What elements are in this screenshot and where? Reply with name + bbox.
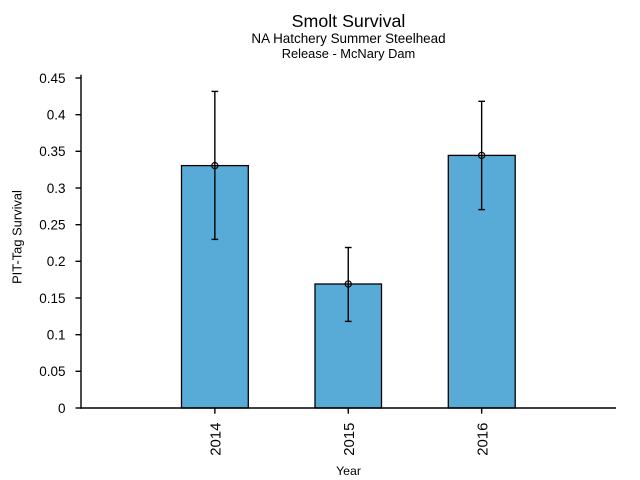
svg-text:Smolt Survival: Smolt Survival <box>292 11 406 31</box>
svg-text:0.45: 0.45 <box>39 71 65 86</box>
svg-text:0.15: 0.15 <box>39 291 65 306</box>
svg-text:0.1: 0.1 <box>47 328 66 343</box>
svg-text:0: 0 <box>58 401 66 416</box>
svg-text:2016: 2016 <box>475 423 491 456</box>
svg-text:0.05: 0.05 <box>39 364 65 379</box>
svg-text:0.3: 0.3 <box>47 181 66 196</box>
svg-text:0.4: 0.4 <box>47 108 66 123</box>
svg-text:Year: Year <box>336 464 361 478</box>
svg-text:0.25: 0.25 <box>39 218 65 233</box>
svg-text:Release - McNary Dam: Release - McNary Dam <box>282 46 415 61</box>
svg-text:0.35: 0.35 <box>39 144 65 159</box>
svg-text:2015: 2015 <box>342 423 358 456</box>
svg-text:PIT-Tag Survival: PIT-Tag Survival <box>10 190 25 284</box>
svg-text:0.2: 0.2 <box>47 254 66 269</box>
svg-text:2014: 2014 <box>209 423 225 456</box>
svg-text:NA Hatchery Summer Steelhead: NA Hatchery Summer Steelhead <box>251 31 445 46</box>
